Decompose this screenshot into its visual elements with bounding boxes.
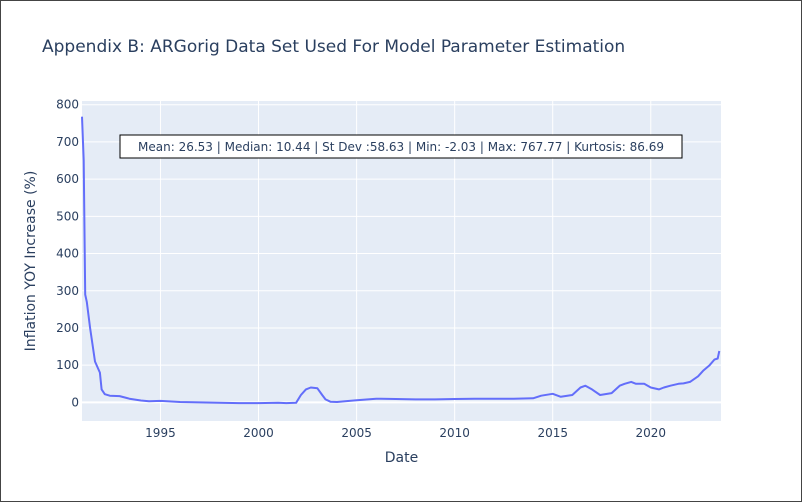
chart-title: Appendix B: ARGorig Data Set Used For Mo… (42, 37, 625, 57)
y-axis-title: Inflation YOY Increase (%) (23, 171, 39, 352)
y-tick-label: 300 (56, 284, 79, 298)
y-tick-label: 0 (71, 395, 79, 409)
x-tick-label: 2000 (243, 426, 274, 440)
y-tick-label: 100 (56, 358, 79, 372)
stats-annotation: Mean: 26.53 | Median: 10.44 | St Dev :58… (119, 134, 683, 159)
y-tick-label: 500 (56, 209, 79, 223)
y-tick-label: 700 (56, 135, 79, 149)
x-axis-title: Date (385, 450, 418, 466)
x-tick-label: 1995 (145, 426, 176, 440)
x-tick-label: 2015 (537, 426, 568, 440)
stats-annotation-text: Mean: 26.53 | Median: 10.44 | St Dev :58… (138, 140, 664, 154)
series-line (81, 116, 721, 405)
y-tick-label: 400 (56, 247, 79, 261)
y-tick-label: 200 (56, 321, 79, 335)
tick-labels: 0 100 200 300 400 500 600 700 800 1995 2000 2005 201… (56, 98, 666, 440)
x-tick-label: 2010 (439, 426, 470, 440)
y-tick-label: 800 (56, 98, 79, 112)
series-layer (81, 116, 721, 405)
x-tick-label: 2005 (341, 426, 372, 440)
x-tick-label: 2020 (635, 426, 666, 440)
stats-annotation-box (119, 134, 683, 159)
y-tick-label: 600 (56, 172, 79, 186)
